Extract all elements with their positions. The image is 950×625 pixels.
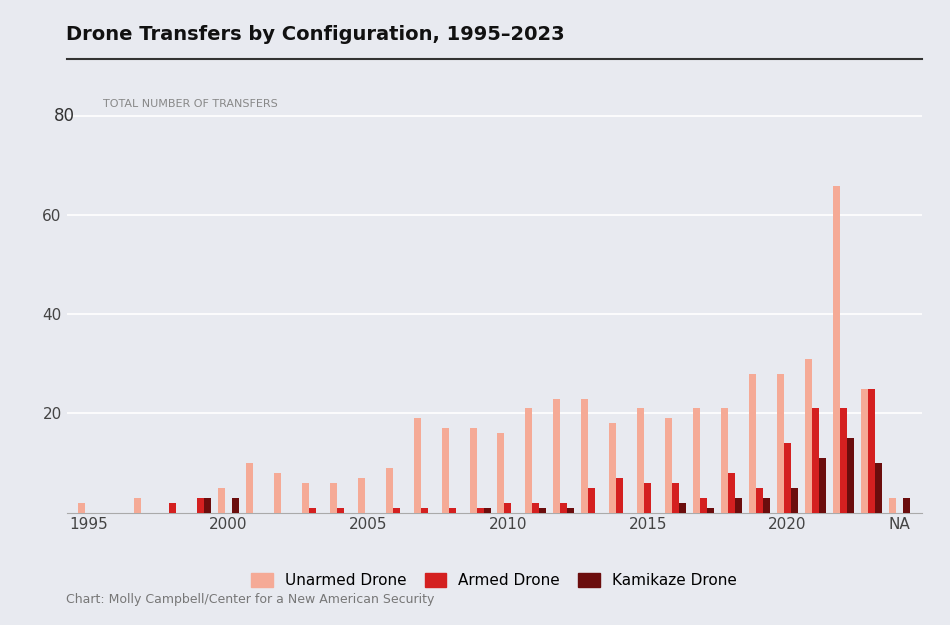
Bar [756,488,763,512]
Text: Drone Transfers by Configuration, 1995–2023: Drone Transfers by Configuration, 1995–2… [66,25,565,44]
Bar [448,508,456,512]
Bar [707,508,714,512]
Bar [477,508,484,512]
Bar [784,443,790,512]
Bar [540,508,546,512]
Bar [679,503,686,512]
Bar [302,482,309,512]
Bar [700,498,707,512]
Bar [169,503,176,512]
Bar [588,488,596,512]
Bar [553,399,560,512]
Bar [694,409,700,512]
Bar [609,423,617,512]
Bar [721,409,728,512]
Bar [735,498,742,512]
Text: 80: 80 [54,107,75,125]
Bar [504,503,511,512]
Bar [386,468,392,512]
Bar [790,488,798,512]
Bar [567,508,575,512]
Bar [330,482,337,512]
Bar [498,433,504,512]
Bar [469,428,477,512]
Bar [846,438,854,512]
Bar [392,508,400,512]
Bar [78,503,86,512]
Bar [812,409,819,512]
Bar [246,463,253,512]
Bar [805,359,812,512]
Bar [532,503,540,512]
Bar [888,498,896,512]
Bar [728,473,735,512]
Text: TOTAL NUMBER OF TRANSFERS: TOTAL NUMBER OF TRANSFERS [103,99,277,109]
Bar [232,498,239,512]
Bar [902,498,910,512]
Bar [749,374,756,512]
Bar [204,498,211,512]
Bar [560,503,567,512]
Legend: Unarmed Drone, Armed Drone, Kamikaze Drone: Unarmed Drone, Armed Drone, Kamikaze Dro… [245,567,743,594]
Bar [198,498,204,512]
Bar [442,428,448,512]
Bar [665,418,673,512]
Bar [644,482,651,512]
Bar [867,389,875,512]
Bar [777,374,784,512]
Bar [673,482,679,512]
Bar [274,473,281,512]
Bar [637,409,644,512]
Bar [875,463,882,512]
Bar [413,418,421,512]
Bar [617,478,623,512]
Bar [581,399,588,512]
Bar [218,488,225,512]
Bar [763,498,770,512]
Bar [833,186,840,512]
Bar [861,389,867,512]
Bar [337,508,344,512]
Bar [358,478,365,512]
Bar [525,409,532,512]
Bar [134,498,142,512]
Bar [484,508,490,512]
Bar [421,508,428,512]
Bar [819,458,826,512]
Bar [309,508,315,512]
Bar [840,409,846,512]
Text: Chart: Molly Campbell/Center for a New American Security: Chart: Molly Campbell/Center for a New A… [66,593,435,606]
